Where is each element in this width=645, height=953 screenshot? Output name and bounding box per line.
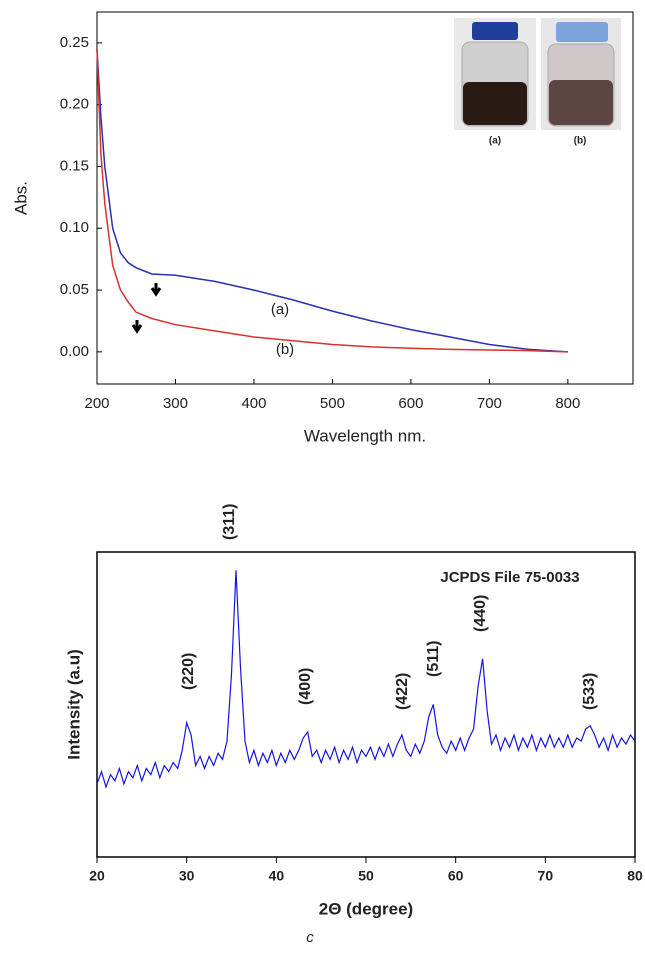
data-line (96, 570, 636, 789)
x-tick-label: 40 (269, 868, 285, 884)
x-tick-label: 500 (320, 395, 345, 412)
cap-b (556, 22, 608, 42)
peak-label: (440) (472, 595, 489, 632)
data-line (96, 49, 568, 353)
y-axis-label: Abs. (11, 181, 30, 215)
x-tick-label: 50 (358, 868, 374, 884)
peak-label: (311) (221, 504, 238, 540)
y-tick-label: 0.25 (60, 34, 89, 51)
liquid-b (549, 80, 613, 125)
annotation: JCPDS File 75-0033 (440, 569, 579, 586)
x-axis-label: 2Θ (degree) (319, 899, 413, 918)
peak-label: (220) (180, 653, 197, 690)
x-tick-label: 60 (448, 868, 464, 884)
inset-label: (a) (489, 136, 501, 147)
x-tick-label: 70 (538, 868, 554, 884)
x-tick-label: 80 (627, 868, 643, 884)
arrow-b (131, 320, 143, 334)
x-axis-label: Wavelength nm. (304, 426, 426, 445)
x-tick-label: 200 (84, 395, 109, 412)
y-tick-label: 0.00 (60, 343, 89, 360)
x-tick-label: 600 (398, 395, 423, 412)
xrd-chart: 20 30 40 50 60 70 80 2Θ (degree) Intensity (a.u)… (64, 504, 643, 919)
x-tick-label: 300 (163, 395, 188, 412)
uv-vis-chart: 200 300 400 500 600 700 800 0.00 0.05 0.10 0.15 0.2… (11, 11, 634, 445)
data-line (96, 49, 568, 353)
series-label: (b) (276, 341, 294, 358)
y-tick-label: 0.05 (60, 281, 89, 298)
x-tick-label: 700 (477, 395, 502, 412)
peak-label: (400) (297, 668, 314, 705)
caption: c (306, 929, 314, 946)
y-tick-label: 0.20 (60, 96, 89, 113)
x-tick-label: 30 (179, 868, 195, 884)
inset-photo (454, 18, 621, 130)
y-axis-label: Intensity (a.u) (64, 649, 83, 760)
x-tick-label: 800 (555, 395, 580, 412)
inset-label: (b) (574, 136, 587, 147)
peak-label: (422) (394, 673, 411, 710)
peak-label: (533) (581, 673, 598, 710)
x-tick-label: 400 (241, 395, 266, 412)
liquid-a (463, 82, 527, 125)
y-tick-label: 0.10 (60, 219, 89, 236)
series-label: (a) (271, 301, 289, 318)
x-tick-label: 20 (89, 868, 105, 884)
arrow-a (150, 283, 162, 297)
plot-frame (96, 551, 636, 858)
plot-frame (96, 11, 634, 385)
peak-label: (511) (425, 641, 442, 677)
y-tick-label: 0.15 (60, 157, 89, 174)
cap-a (472, 22, 518, 40)
